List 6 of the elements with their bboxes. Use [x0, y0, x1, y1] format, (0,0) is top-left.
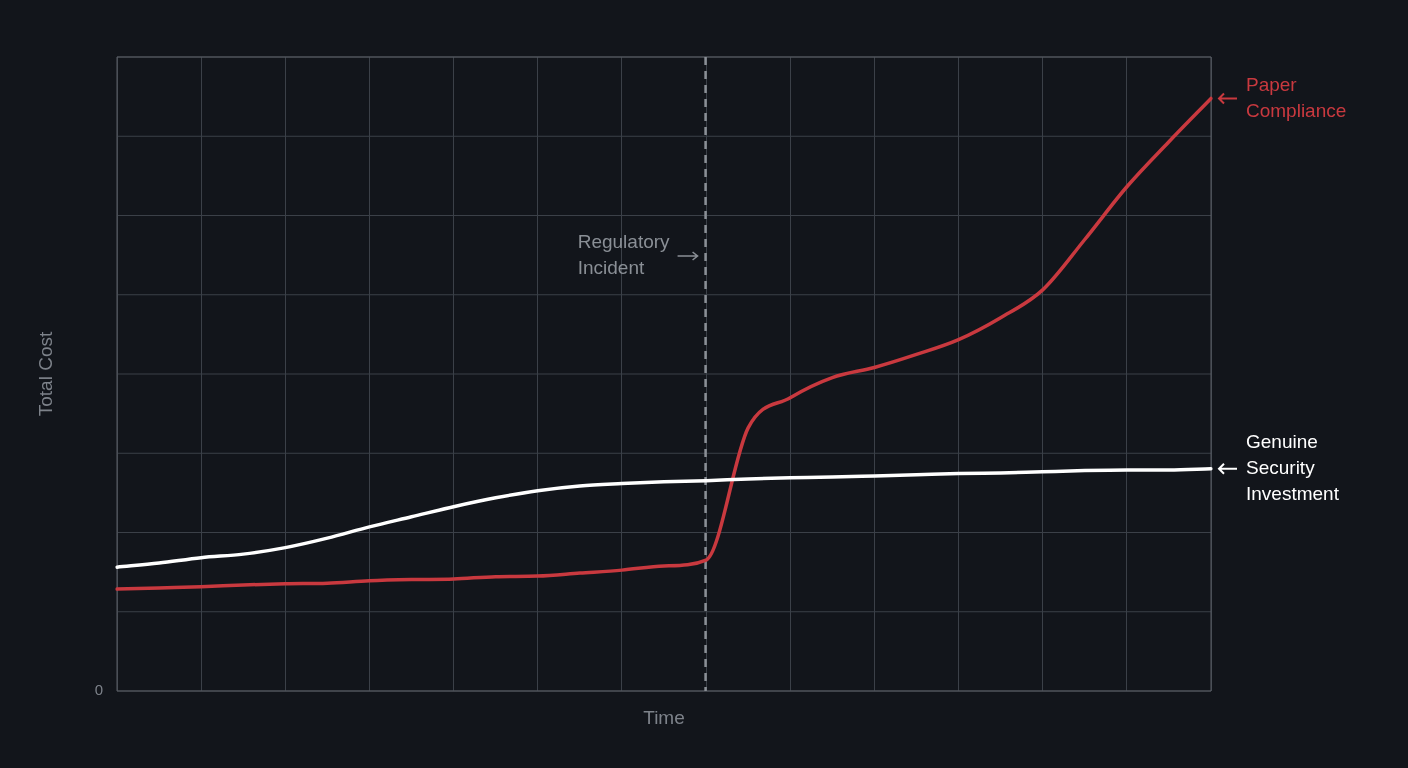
x-axis-title: Time: [643, 707, 685, 729]
legend-label: Paper Compliance: [1246, 73, 1347, 121]
y-axis-title: Total Cost: [35, 331, 57, 417]
annotation: Regulatory Incident: [577, 231, 671, 279]
text: 0: [94, 681, 103, 699]
legend-label: Genuine Security Investment: [1246, 431, 1340, 505]
